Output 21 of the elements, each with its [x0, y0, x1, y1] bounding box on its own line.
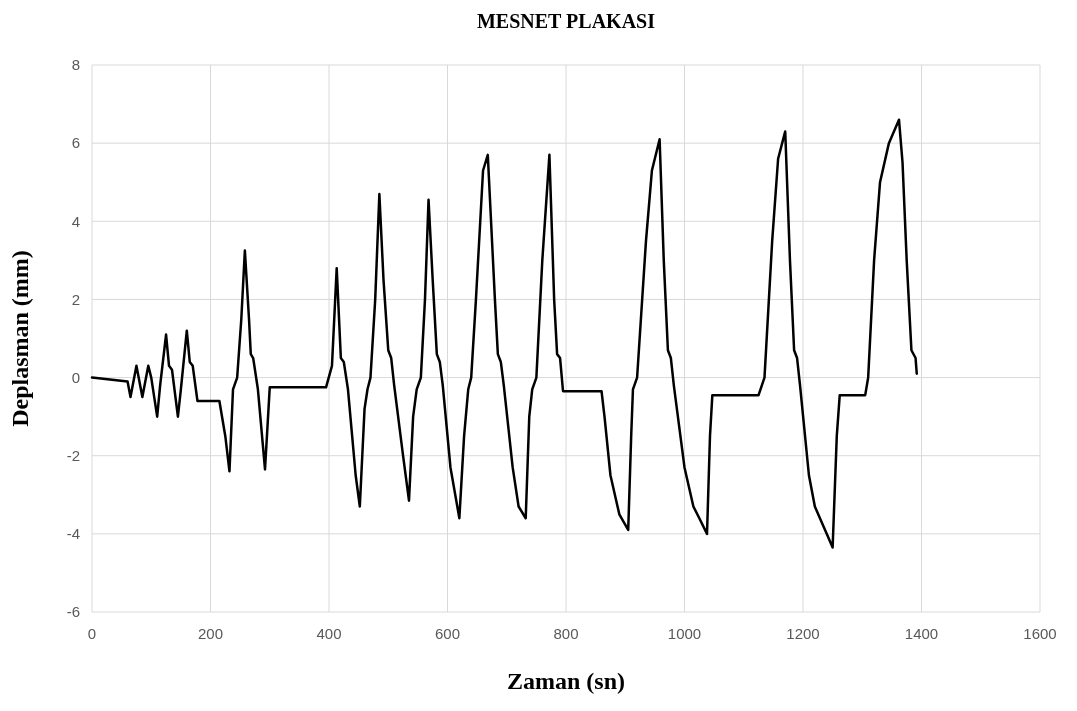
x-tick-label: 1200	[786, 625, 820, 642]
x-tick-label: 0	[87, 625, 97, 642]
chart-title: MESNET PLAKASI	[476, 10, 656, 32]
y-tick-label: -2	[66, 446, 80, 464]
x-tick-label: 800	[553, 625, 579, 642]
line-series	[90, 118, 919, 549]
y-tick-label: 4	[71, 212, 80, 230]
y-tick-label: 6	[71, 134, 80, 152]
x-tick-label: 200	[197, 625, 224, 642]
x-tick-label: 600	[434, 625, 461, 642]
y-tick-label: 8	[71, 56, 80, 74]
x-tick-label: 1600	[1023, 625, 1057, 642]
y-tick-label: 2	[71, 290, 80, 308]
y-tick-label: -4	[66, 525, 80, 543]
y-axis-title: Deplasman (mm)	[7, 250, 33, 427]
x-tick-label: 400	[316, 625, 342, 642]
x-tick-label: 1400	[904, 625, 939, 642]
x-tick-label: 1000	[667, 625, 702, 642]
y-tick-label: 0	[71, 368, 80, 386]
x-axis-title: Zaman (sn)	[506, 668, 626, 694]
y-tick-label: -6	[66, 603, 80, 621]
